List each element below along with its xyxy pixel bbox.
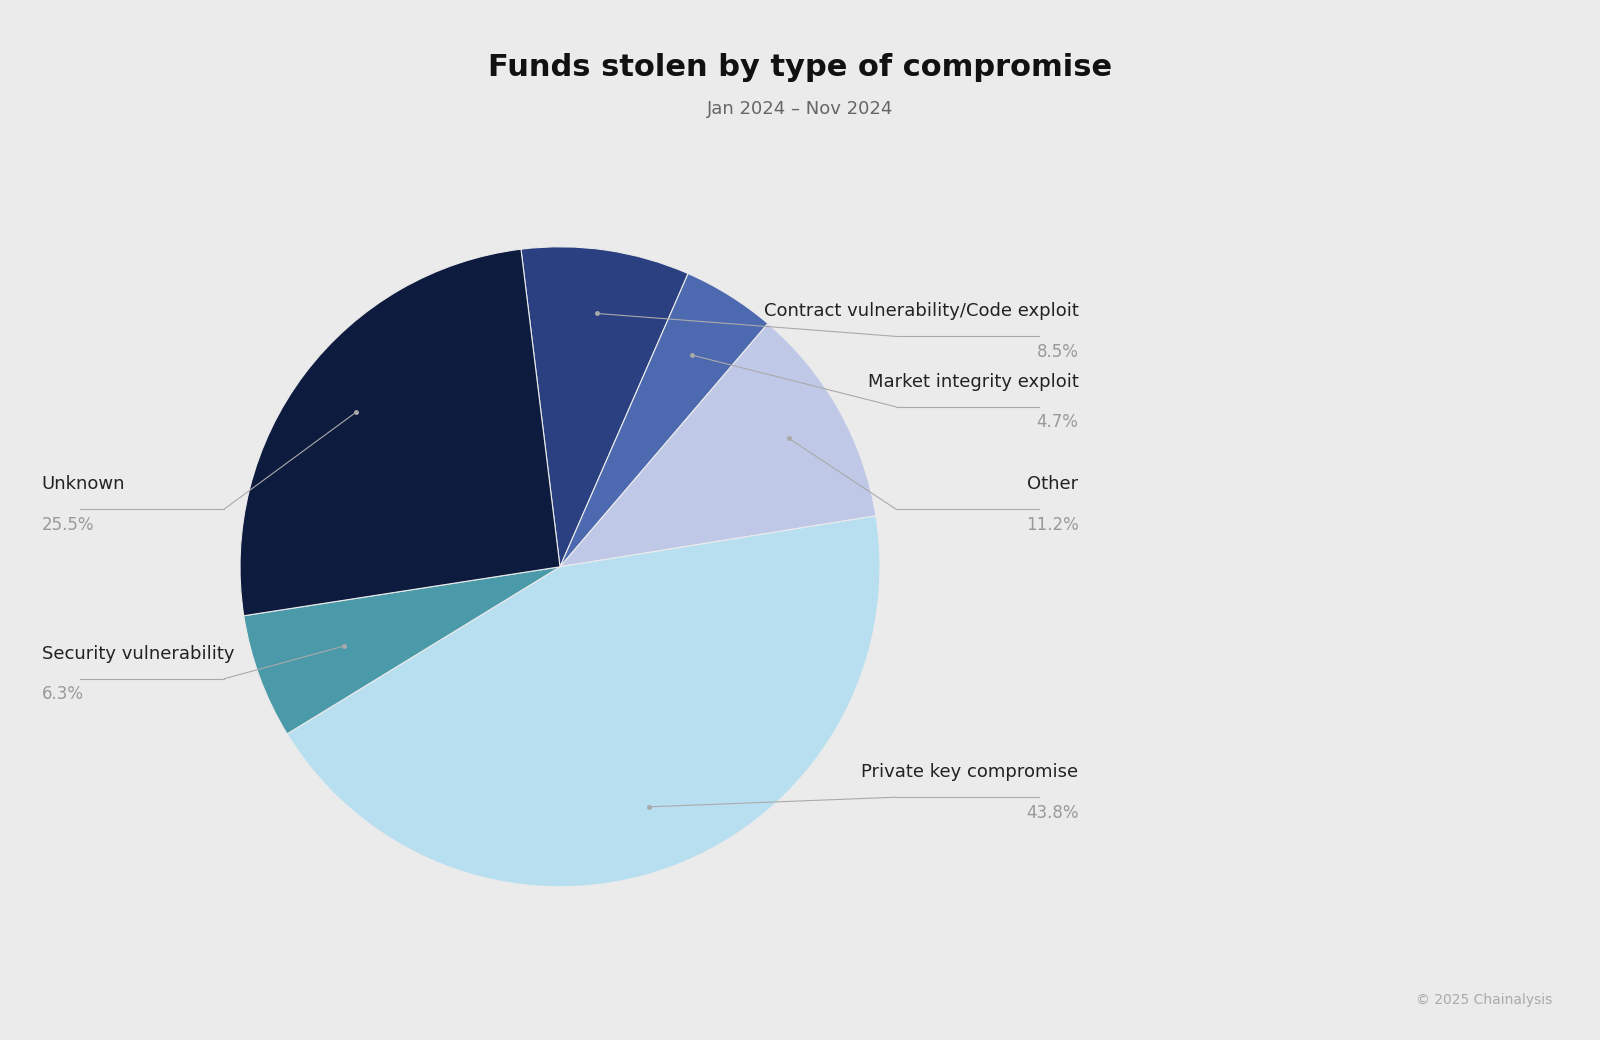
- Text: 6.3%: 6.3%: [42, 685, 83, 703]
- Wedge shape: [240, 250, 560, 616]
- Text: Market integrity exploit: Market integrity exploit: [867, 372, 1078, 391]
- Text: Other: Other: [1027, 475, 1078, 493]
- Wedge shape: [560, 274, 768, 567]
- Text: Private key compromise: Private key compromise: [861, 763, 1078, 781]
- Text: Contract vulnerability/Code exploit: Contract vulnerability/Code exploit: [763, 303, 1078, 320]
- Text: 11.2%: 11.2%: [1026, 516, 1078, 534]
- Text: Unknown: Unknown: [42, 475, 125, 493]
- Wedge shape: [522, 246, 688, 567]
- Text: Funds stolen by type of compromise: Funds stolen by type of compromise: [488, 53, 1112, 82]
- Text: Security vulnerability: Security vulnerability: [42, 645, 234, 662]
- Wedge shape: [560, 323, 875, 567]
- Text: 25.5%: 25.5%: [42, 516, 94, 534]
- Text: 8.5%: 8.5%: [1037, 343, 1078, 361]
- Text: 43.8%: 43.8%: [1026, 804, 1078, 822]
- Text: Jan 2024 – Nov 2024: Jan 2024 – Nov 2024: [707, 100, 893, 119]
- Text: © 2025 Chainalysis: © 2025 Chainalysis: [1416, 993, 1552, 1007]
- Text: 4.7%: 4.7%: [1037, 413, 1078, 432]
- Wedge shape: [286, 516, 880, 887]
- Wedge shape: [243, 567, 560, 734]
